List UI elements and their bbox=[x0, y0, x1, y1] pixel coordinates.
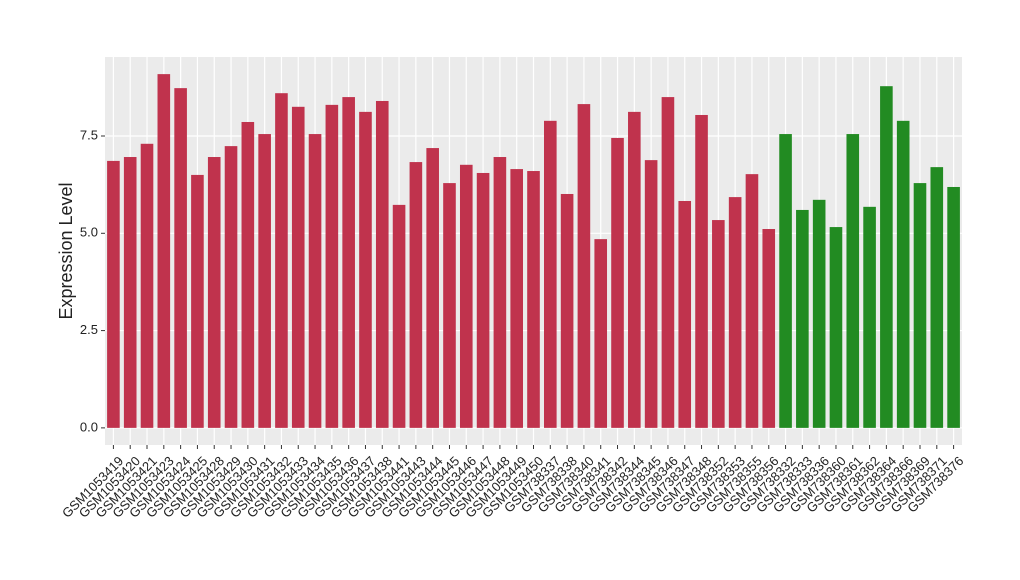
bar bbox=[896, 120, 910, 428]
y-tick-label: 7.5 bbox=[80, 127, 98, 142]
bar bbox=[325, 104, 339, 428]
bar bbox=[140, 143, 154, 428]
bar bbox=[611, 137, 624, 428]
bar bbox=[644, 160, 658, 428]
bar bbox=[174, 88, 187, 428]
bar bbox=[728, 197, 742, 428]
bar bbox=[745, 174, 759, 428]
y-tick-label: 2.5 bbox=[80, 322, 98, 337]
y-tick-label: 5.0 bbox=[80, 225, 98, 240]
bar bbox=[308, 134, 322, 428]
bar bbox=[359, 111, 372, 428]
bar bbox=[678, 200, 692, 428]
bar bbox=[628, 111, 641, 428]
bar bbox=[459, 164, 473, 428]
bar bbox=[123, 157, 137, 428]
bar bbox=[863, 206, 876, 428]
bar bbox=[930, 167, 944, 428]
bar bbox=[947, 186, 960, 428]
bar bbox=[527, 171, 540, 428]
y-axis-title: Expression Level bbox=[56, 182, 76, 319]
bar bbox=[207, 157, 221, 428]
bar bbox=[880, 86, 893, 428]
bar bbox=[157, 74, 171, 428]
bar bbox=[577, 104, 591, 428]
bar bbox=[258, 134, 271, 428]
bar bbox=[275, 93, 288, 428]
bar bbox=[913, 183, 927, 428]
bar bbox=[812, 199, 826, 428]
bar bbox=[560, 193, 574, 428]
bar bbox=[829, 227, 843, 428]
bar bbox=[443, 183, 456, 428]
bar bbox=[796, 209, 809, 428]
bar bbox=[191, 174, 204, 428]
bar bbox=[476, 172, 490, 428]
bar bbox=[426, 148, 439, 428]
bar bbox=[493, 157, 507, 428]
bar bbox=[661, 97, 675, 428]
bar bbox=[241, 121, 255, 428]
bar bbox=[762, 229, 776, 428]
bar bbox=[510, 169, 523, 428]
bar bbox=[846, 134, 860, 428]
bar bbox=[544, 120, 557, 428]
bar bbox=[291, 106, 305, 428]
bar bbox=[695, 114, 708, 428]
bar bbox=[375, 100, 389, 428]
bar bbox=[107, 160, 120, 428]
bar bbox=[779, 134, 792, 428]
bar bbox=[594, 239, 608, 428]
bar bbox=[392, 204, 406, 428]
y-tick-label: 0.0 bbox=[80, 419, 98, 434]
bar bbox=[224, 146, 238, 428]
bar bbox=[409, 162, 423, 428]
bar bbox=[712, 220, 725, 428]
bar bbox=[342, 97, 355, 428]
